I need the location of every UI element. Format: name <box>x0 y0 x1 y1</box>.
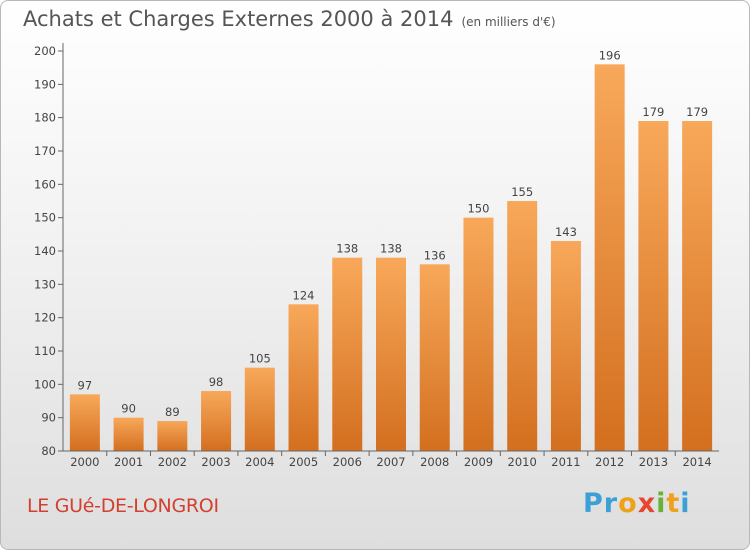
y-tick-label: 80 <box>41 444 56 458</box>
data-label: 196 <box>599 48 621 62</box>
bar <box>376 257 406 451</box>
chart-title-text: Achats et Charges Externes 2000 à 2014 <box>23 7 454 31</box>
y-tick-label: 100 <box>34 377 56 391</box>
brand-letter: r <box>603 488 619 519</box>
bar <box>550 241 581 451</box>
data-label: 124 <box>293 288 315 302</box>
data-label: 155 <box>511 185 533 199</box>
y-tick-label: 190 <box>34 77 56 91</box>
x-tick-label: 2014 <box>682 455 711 469</box>
bar <box>201 391 232 451</box>
bar <box>463 217 494 451</box>
x-tick-label: 2000 <box>70 455 99 469</box>
x-tick-label: 2013 <box>639 455 668 469</box>
x-tick-label: 2005 <box>289 455 318 469</box>
y-tick-label: 170 <box>34 144 56 158</box>
bar <box>507 201 538 451</box>
x-tick-label: 2003 <box>201 455 230 469</box>
data-label: 138 <box>336 242 358 256</box>
bar <box>594 64 625 452</box>
bar <box>682 121 713 451</box>
brand-letter: t <box>666 488 681 519</box>
bar <box>638 121 669 451</box>
y-tick-label: 130 <box>34 277 56 291</box>
data-label: 143 <box>555 225 577 239</box>
data-label: 179 <box>642 105 664 119</box>
x-tick-label: 2007 <box>376 455 405 469</box>
data-label: 150 <box>467 202 489 216</box>
x-tick-label: 2009 <box>464 455 493 469</box>
brand-letter: i <box>680 488 691 519</box>
y-tick-label: 140 <box>34 244 56 258</box>
x-tick-label: 2006 <box>333 455 362 469</box>
x-tick-label: 2012 <box>595 455 624 469</box>
data-label: 97 <box>78 378 93 392</box>
bar <box>419 264 450 451</box>
brand-logo: Proxiti <box>583 488 691 519</box>
brand-letter: o <box>618 488 638 519</box>
x-axis: 2000 2001 2002 2003 2004 2005 2006 2007 2008 2009… <box>63 450 719 469</box>
chart-subtitle: (en milliers d'€) <box>461 15 556 29</box>
x-tick-label: 2001 <box>114 455 143 469</box>
bar <box>113 417 144 451</box>
bar <box>69 394 100 451</box>
y-tick-label: 120 <box>34 311 56 325</box>
y-tick-label: 180 <box>34 111 56 125</box>
y-tick-label: 160 <box>34 177 56 191</box>
location-name: LE GUé-DE-LONGROI <box>27 495 219 517</box>
y-tick-label: 110 <box>34 344 56 358</box>
x-tick-label: 2010 <box>508 455 537 469</box>
x-tick-label: 2004 <box>245 455 274 469</box>
x-tick-label: 2008 <box>420 455 449 469</box>
x-tick-label: 2011 <box>551 455 580 469</box>
y-tick-label: 200 <box>34 44 56 58</box>
brand-letter: P <box>583 488 604 519</box>
data-label: 136 <box>424 248 446 262</box>
bar <box>332 257 363 451</box>
brand-letter: x <box>637 488 657 519</box>
bar <box>244 367 275 451</box>
y-axis: 80 90 100 110 120 130 140 150 160 170 180 190 200 <box>34 43 64 458</box>
data-label: 179 <box>686 105 708 119</box>
bar <box>157 421 188 451</box>
chart-title: Achats et Charges Externes 2000 à 2014 (e… <box>23 7 556 31</box>
data-label: 98 <box>209 375 224 389</box>
brand-letter: i <box>656 488 667 519</box>
y-tick-label: 150 <box>34 211 56 225</box>
data-label: 90 <box>121 402 136 416</box>
bar-series: 97 90 89 98 105 124 138 138 136 150 155 143 196 179 17… <box>69 48 713 452</box>
bar <box>288 304 319 451</box>
data-label: 105 <box>249 352 271 366</box>
y-tick-label: 90 <box>41 411 56 425</box>
x-tick-label: 2002 <box>158 455 187 469</box>
data-label: 138 <box>380 242 402 256</box>
data-label: 89 <box>165 405 180 419</box>
